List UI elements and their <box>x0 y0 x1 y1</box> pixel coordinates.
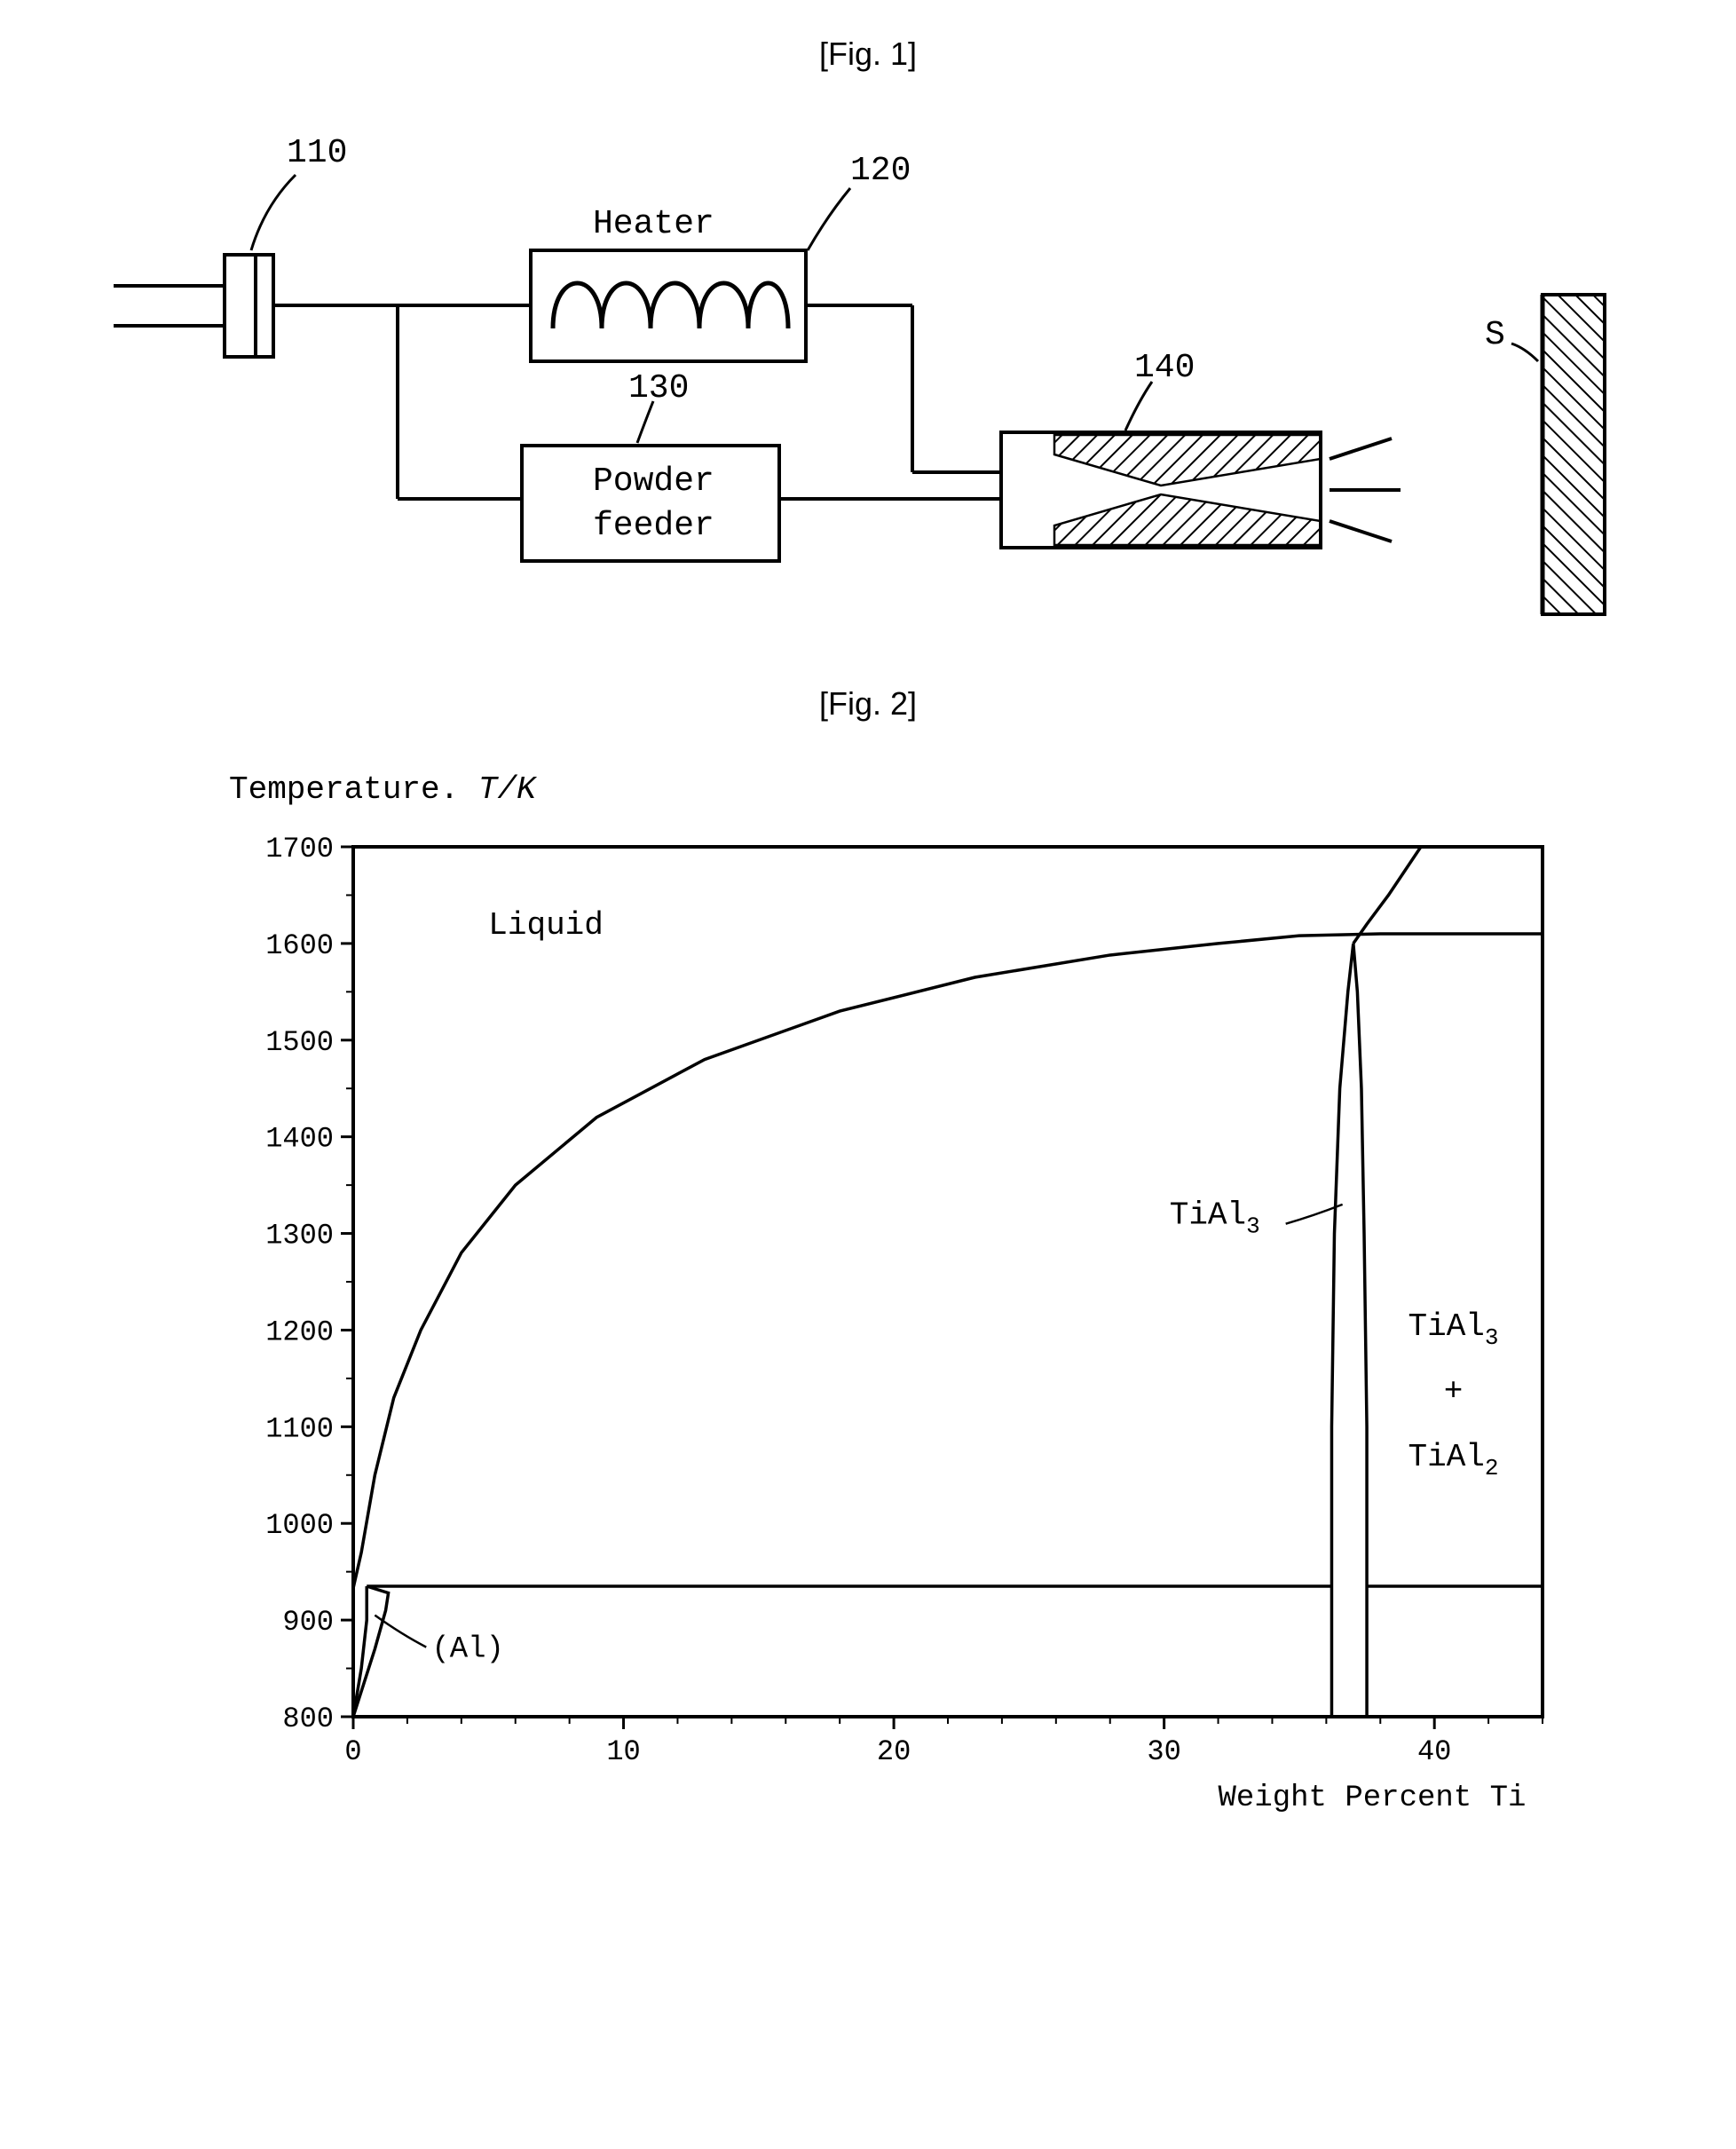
fig2-phase-diagram: Temperature. T/K 800 900 1000 1100 1200 1300 14… <box>158 749 1578 1841</box>
chart-title: Temperature. T/K <box>229 771 537 808</box>
y-tick-label: 1300 <box>265 1220 334 1252</box>
fig1-diagram: 110 Heater 120 Powder feeder 130 <box>114 99 1622 632</box>
x-tick-label: 10 <box>606 1735 640 1768</box>
ref-120-label: 120 <box>850 152 911 190</box>
x-tick-label: 40 <box>1417 1735 1451 1768</box>
x-tick-label: 0 <box>344 1735 361 1768</box>
component-130-powder-feeder: Powder feeder 130 <box>522 369 779 561</box>
y-tick-label: 1200 <box>265 1315 334 1348</box>
x-tick-label: 20 <box>877 1735 911 1768</box>
ref-140-label: 140 <box>1134 349 1195 387</box>
y-tick-label: 900 <box>282 1606 334 1639</box>
fig1-caption: [Fig. 1] <box>36 36 1700 73</box>
fig2-container: Temperature. T/K 800 900 1000 1100 1200 1300 14… <box>158 749 1578 1841</box>
liquid-region-label: Liquid <box>488 907 604 944</box>
y-tick-label: 800 <box>282 1703 334 1735</box>
y-tick-label: 1500 <box>265 1026 334 1059</box>
y-tick-label: 1000 <box>265 1509 334 1542</box>
x-axis-label: Weight Percent Ti <box>1219 1782 1527 1815</box>
fig2-caption: [Fig. 2] <box>36 685 1700 723</box>
al-region-label: (Al) <box>431 1632 504 1666</box>
y-tick-label: 1600 <box>265 929 334 962</box>
ref-110-label: 110 <box>287 134 347 172</box>
heater-label: Heater <box>593 205 714 243</box>
y-tick-label: 1700 <box>265 833 334 865</box>
feeder-label: feeder <box>593 507 714 545</box>
x-tick-label: 30 <box>1147 1735 1180 1768</box>
ref-130-label: 130 <box>628 369 689 407</box>
powder-label: Powder <box>593 462 714 501</box>
ref-s-label: S <box>1485 316 1505 354</box>
component-140-nozzle: 140 <box>1001 349 1401 548</box>
y-tick-label: 1400 <box>265 1123 334 1156</box>
substrate-s: S <box>1485 295 1605 614</box>
component-120-heater: Heater 120 <box>531 152 911 361</box>
svg-text:+: + <box>1444 1373 1464 1410</box>
y-tick-label: 1100 <box>265 1412 334 1445</box>
component-110: 110 <box>114 134 347 357</box>
fig1-container: 110 Heater 120 Powder feeder 130 <box>114 99 1622 632</box>
